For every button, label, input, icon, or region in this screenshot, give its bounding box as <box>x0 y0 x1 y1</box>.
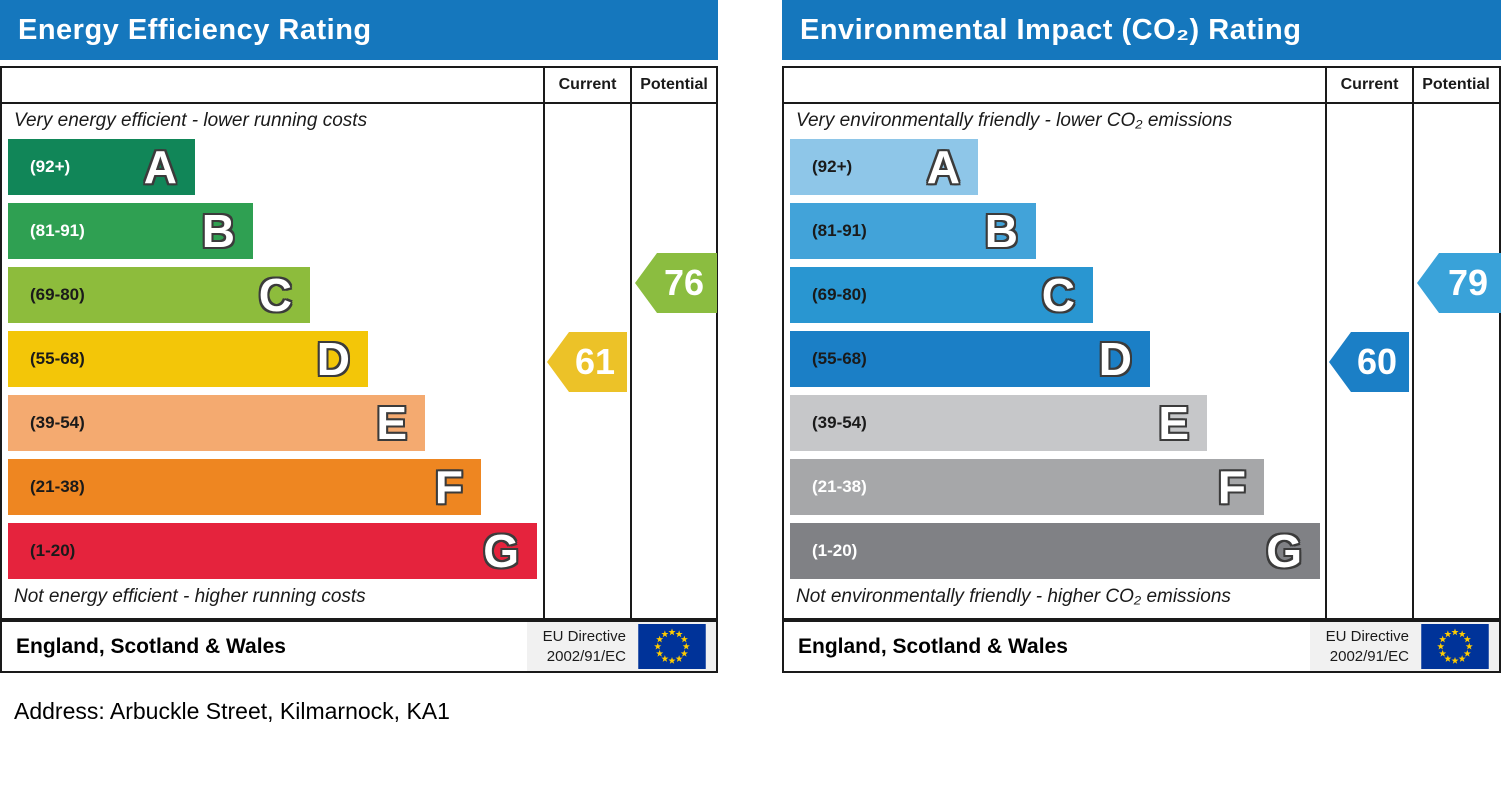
potential-column-header: Potential <box>640 76 708 93</box>
eu-directive-text: EU Directive 2002/91/EC <box>543 627 626 666</box>
band-range-label: (55-68) <box>812 349 867 368</box>
eu-flag-icon <box>638 624 706 669</box>
environmental-chart-title-bar: Environmental Impact (CO₂) Rating <box>782 0 1501 60</box>
band-row-d: (55-68) D <box>8 331 368 387</box>
band-letter: E <box>376 397 407 449</box>
band-row-f: (21-38) F <box>790 459 1264 515</box>
current-rating-arrow: 61 <box>547 332 627 392</box>
band-range-label: (92+) <box>812 157 853 176</box>
band-range-label: (21-38) <box>30 477 85 496</box>
chart-footer: England, Scotland & Wales EU Directive 2… <box>782 620 1501 673</box>
environmental-impact-rating-chart: Environmental Impact (CO₂) Rating Curren… <box>782 0 1501 675</box>
potential-column-header: Potential <box>1422 76 1490 93</box>
band-letter: B <box>984 205 1018 257</box>
eu-directive-line2: 2002/91/EC <box>1329 647 1409 665</box>
energy-efficiency-rating-chart: Energy Efficiency Rating Current Potenti… <box>0 0 718 675</box>
band-range-label: (69-80) <box>30 285 85 304</box>
potential-column-divider <box>630 68 632 618</box>
band-row-b: (81-91) B <box>8 203 253 259</box>
chart-footer: England, Scotland & Wales EU Directive 2… <box>0 620 718 673</box>
band-range-label: (81-91) <box>30 221 85 240</box>
current-rating-value: 61 <box>574 341 616 382</box>
current-column-header: Current <box>558 76 617 93</box>
band-row-g: (1-20) G <box>8 523 537 579</box>
table-header-row: Current Potential <box>2 68 716 104</box>
eu-directive-block: EU Directive 2002/91/EC <box>526 622 716 671</box>
current-column-divider <box>1325 68 1327 618</box>
band-row-f: (21-38) F <box>8 459 481 515</box>
band-letter: C <box>1041 269 1075 321</box>
potential-rating-arrow: 79 <box>1417 253 1501 313</box>
band-range-label: (21-38) <box>812 477 867 496</box>
band-range-label: (39-54) <box>812 413 867 432</box>
eu-directive-block: EU Directive 2002/91/EC <box>1309 622 1499 671</box>
band-letter: D <box>316 333 350 385</box>
band-range-label: (55-68) <box>30 349 85 368</box>
rating-bands: (92+) A (81-91) B (69-80) C (55-68) D (3… <box>790 139 1320 587</box>
band-row-b: (81-91) B <box>790 203 1036 259</box>
band-row-a: (92+) A <box>8 139 195 195</box>
current-rating-value: 60 <box>1356 341 1398 382</box>
band-letter: E <box>1158 397 1189 449</box>
bottom-note: Not energy efficient - higher running co… <box>14 586 366 607</box>
potential-rating-value: 79 <box>1447 262 1489 303</box>
current-column-header: Current <box>1340 76 1399 93</box>
band-row-c: (69-80) C <box>8 267 310 323</box>
band-letter: F <box>434 461 463 513</box>
eu-directive-line1: EU Directive <box>542 628 626 645</box>
band-letter: G <box>1266 525 1302 577</box>
band-row-c: (69-80) C <box>790 267 1093 323</box>
energy-rating-table: Current Potential Very energy efficient … <box>0 66 718 620</box>
energy-chart-title-bar: Energy Efficiency Rating <box>0 0 718 60</box>
potential-column-divider <box>1412 68 1414 618</box>
band-range-label: (92+) <box>30 157 71 176</box>
band-letter: A <box>143 141 177 193</box>
table-header-row: Current Potential <box>784 68 1499 104</box>
top-note: Very environmentally friendly - lower CO… <box>796 110 1233 131</box>
band-range-label: (39-54) <box>30 413 85 432</box>
environmental-rating-table: Current Potential Very environmentally f… <box>782 66 1501 620</box>
potential-rating-value: 76 <box>663 262 705 303</box>
band-range-label: (81-91) <box>812 221 867 240</box>
band-row-a: (92+) A <box>790 139 978 195</box>
eu-directive-line2: 2002/91/EC <box>546 647 626 665</box>
bottom-note: Not environmentally friendly - higher CO… <box>796 586 1231 607</box>
band-letter: G <box>483 525 519 577</box>
band-row-d: (55-68) D <box>790 331 1150 387</box>
band-range-label: (1-20) <box>30 541 76 560</box>
band-range-label: (69-80) <box>812 285 867 304</box>
top-note: Very energy efficient - lower running co… <box>14 110 368 131</box>
property-address: Address: Arbuckle Street, Kilmarnock, KA… <box>14 698 450 724</box>
band-range-label: (1-20) <box>812 541 858 560</box>
band-letter: A <box>926 141 960 193</box>
environmental-chart-title: Environmental Impact (CO₂) Rating <box>800 13 1302 46</box>
eu-flag-icon <box>1421 624 1489 669</box>
band-row-e: (39-54) E <box>790 395 1207 451</box>
band-letter: B <box>201 205 235 257</box>
band-letter: C <box>258 269 292 321</box>
eu-directive-text: EU Directive 2002/91/EC <box>1326 627 1409 666</box>
band-row-g: (1-20) G <box>790 523 1320 579</box>
current-rating-arrow: 60 <box>1329 332 1409 392</box>
band-letter: D <box>1098 333 1132 385</box>
energy-chart-title: Energy Efficiency Rating <box>18 13 372 46</box>
band-letter: F <box>1217 461 1246 513</box>
eu-directive-line1: EU Directive <box>1325 628 1409 645</box>
band-row-e: (39-54) E <box>8 395 425 451</box>
region-label: England, Scotland & Wales <box>16 634 286 658</box>
region-label: England, Scotland & Wales <box>798 634 1068 658</box>
current-column-divider <box>543 68 545 618</box>
rating-bands: (92+) A (81-91) B (69-80) C (55-68) D (3… <box>8 139 537 587</box>
potential-rating-arrow: 76 <box>635 253 717 313</box>
